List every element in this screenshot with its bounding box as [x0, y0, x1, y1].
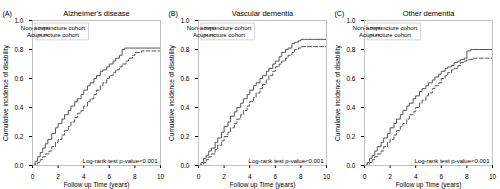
- svg-text:Acupuncture cohort: Acupuncture cohort: [27, 32, 79, 38]
- svg-text:Log-rank test p-value<0.001: Log-rank test p-value<0.001: [415, 158, 491, 164]
- svg-text:(B): (B): [169, 10, 178, 18]
- svg-text:Vascular dementia: Vascular dementia: [232, 9, 294, 18]
- svg-text:2: 2: [222, 173, 226, 180]
- svg-text:Log-rank test p-value<0.001: Log-rank test p-value<0.001: [83, 158, 159, 164]
- svg-text:Cumulative incidence of disabi: Cumulative incidence of disability: [2, 44, 10, 140]
- svg-text:0.4: 0.4: [180, 104, 189, 111]
- svg-text:0: 0: [31, 173, 35, 180]
- svg-text:Alzheimer's disease: Alzheimer's disease: [63, 9, 129, 18]
- svg-text:0.4: 0.4: [346, 104, 355, 111]
- svg-text:6: 6: [439, 173, 443, 180]
- svg-text:Acupuncture cohort: Acupuncture cohort: [359, 32, 411, 38]
- svg-text:8: 8: [133, 173, 137, 180]
- svg-text:0.0: 0.0: [180, 162, 189, 169]
- svg-text:0: 0: [363, 173, 367, 180]
- svg-text:0.8: 0.8: [14, 46, 23, 53]
- svg-text:Non-acupuncture cohort: Non-acupuncture cohort: [21, 25, 86, 31]
- svg-text:Follow up Time (years): Follow up Time (years): [64, 181, 130, 189]
- svg-text:0.6: 0.6: [14, 75, 23, 82]
- svg-text:Cumulative incidence of disabi: Cumulative incidence of disability: [334, 44, 342, 140]
- svg-text:Other dementia: Other dementia: [403, 9, 456, 18]
- svg-text:0.6: 0.6: [346, 75, 355, 82]
- svg-text:Non-acupuncture cohort: Non-acupuncture cohort: [353, 25, 418, 31]
- svg-text:10: 10: [157, 173, 165, 180]
- svg-text:Follow up Time (years): Follow up Time (years): [396, 181, 462, 189]
- svg-text:0.0: 0.0: [346, 162, 355, 169]
- svg-text:0.4: 0.4: [14, 104, 23, 111]
- svg-text:0.2: 0.2: [346, 133, 355, 140]
- svg-text:0.8: 0.8: [180, 46, 189, 53]
- svg-text:6: 6: [273, 173, 277, 180]
- svg-text:Follow up Time (years): Follow up Time (years): [230, 181, 296, 189]
- svg-text:8: 8: [465, 173, 469, 180]
- svg-text:4: 4: [82, 173, 86, 180]
- svg-text:0.8: 0.8: [346, 46, 355, 53]
- svg-text:10: 10: [489, 173, 497, 180]
- svg-text:1.0: 1.0: [180, 17, 189, 24]
- svg-text:0.2: 0.2: [14, 133, 23, 140]
- svg-text:Acupuncture cohort: Acupuncture cohort: [193, 32, 245, 38]
- svg-text:(A): (A): [3, 10, 12, 18]
- svg-text:2: 2: [56, 173, 60, 180]
- svg-text:0.6: 0.6: [180, 75, 189, 82]
- svg-text:Cumulative incidence of disabi: Cumulative incidence of disability: [168, 44, 176, 140]
- svg-text:10: 10: [323, 173, 331, 180]
- svg-text:0.2: 0.2: [180, 133, 189, 140]
- svg-text:(C): (C): [335, 10, 345, 18]
- svg-text:Log-rank test p-value<0.001: Log-rank test p-value<0.001: [249, 158, 325, 164]
- svg-text:2: 2: [388, 173, 392, 180]
- svg-text:0: 0: [197, 173, 201, 180]
- svg-text:1.0: 1.0: [346, 17, 355, 24]
- svg-text:8: 8: [299, 173, 303, 180]
- svg-text:1.0: 1.0: [14, 17, 23, 24]
- svg-text:4: 4: [414, 173, 418, 180]
- svg-text:6: 6: [107, 173, 111, 180]
- svg-text:Non-acupuncture cohort: Non-acupuncture cohort: [187, 25, 252, 31]
- svg-text:4: 4: [248, 173, 252, 180]
- svg-text:0.0: 0.0: [14, 162, 23, 169]
